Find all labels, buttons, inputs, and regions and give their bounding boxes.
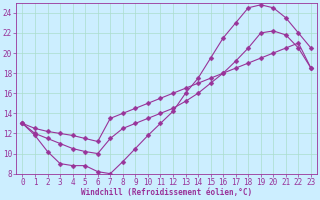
X-axis label: Windchill (Refroidissement éolien,°C): Windchill (Refroidissement éolien,°C) (81, 188, 252, 197)
